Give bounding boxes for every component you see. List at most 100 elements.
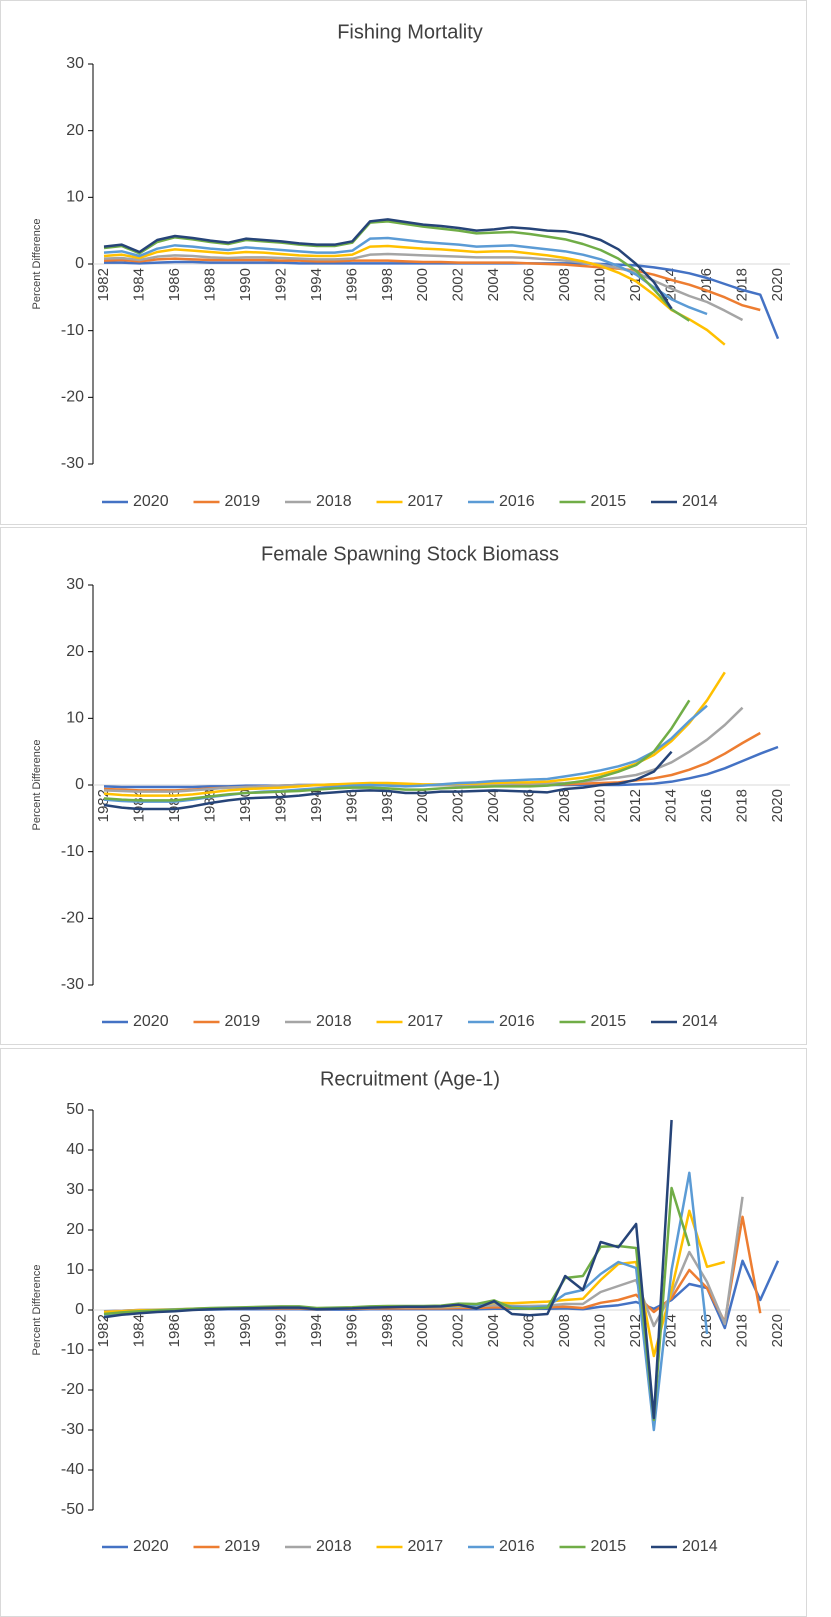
- legend-label: 2015: [591, 1013, 627, 1030]
- x-tick-label: 2014: [663, 268, 680, 301]
- legend-label: 2020: [133, 493, 169, 510]
- series-line: [103, 257, 761, 312]
- series-line: [103, 750, 673, 811]
- x-tick-label: 1988: [201, 1314, 218, 1347]
- y-tick-label: 20: [66, 122, 84, 139]
- y-axis-label: Percent Difference: [31, 219, 43, 310]
- legend-label: 2017: [408, 1538, 444, 1555]
- legend-label: 2019: [225, 1538, 261, 1555]
- chart-title: Recruitment (Age-1): [320, 1068, 500, 1090]
- x-tick-label: 1984: [130, 789, 147, 822]
- x-tick-label: 2016: [698, 789, 715, 822]
- x-tick-label: 2016: [698, 268, 715, 301]
- x-tick-label: 2008: [556, 789, 573, 822]
- x-tick-label: 2008: [556, 1314, 573, 1347]
- series-line: [103, 745, 779, 789]
- chart: Recruitment (Age-1) Percent Difference -50…: [31, 1068, 790, 1555]
- y-tick-label: 0: [75, 255, 84, 272]
- y-tick-label: -30: [61, 1421, 84, 1438]
- x-tick-label: 1998: [379, 1314, 396, 1347]
- chart-title: Fishing Mortality: [337, 21, 483, 43]
- x-tick-label: 1994: [308, 268, 325, 301]
- legend-label: 2016: [499, 493, 535, 510]
- series-line: [103, 218, 673, 310]
- series-line: [103, 220, 690, 322]
- x-tick-label: 2018: [733, 1314, 750, 1347]
- x-tick-label: 2006: [521, 1314, 538, 1347]
- x-tick-label: 1984: [130, 268, 147, 301]
- y-tick-label: -30: [61, 976, 84, 993]
- x-tick-label: 2002: [450, 268, 467, 301]
- x-tick-label: 1994: [308, 1314, 325, 1347]
- y-tick-label: 10: [66, 710, 84, 727]
- x-tick-label: 2020: [769, 1314, 786, 1347]
- x-tick-label: 2008: [556, 268, 573, 301]
- x-tick-label: 2000: [414, 789, 431, 822]
- x-tick-label: 1982: [95, 268, 112, 301]
- x-tick-label: 2010: [592, 268, 609, 301]
- y-tick-label: 20: [66, 1221, 84, 1238]
- y-tick-label: -10: [61, 322, 84, 339]
- y-axis-label: Percent Difference: [31, 740, 43, 831]
- series-line: [103, 1119, 673, 1420]
- chart-frame: [0, 1048, 807, 1617]
- y-tick-label: -40: [61, 1461, 84, 1478]
- x-tick-label: 1986: [166, 789, 183, 822]
- x-tick-label: 2012: [627, 1314, 644, 1347]
- y-tick-label: 0: [75, 1301, 84, 1318]
- series-line: [103, 236, 708, 316]
- legend-label: 2014: [682, 1013, 718, 1030]
- y-tick-label: 10: [66, 189, 84, 206]
- legend-label: 2020: [133, 1013, 169, 1030]
- chart-title: Female Spawning Stock Biomass: [261, 543, 559, 565]
- legend-label: 2017: [408, 1013, 444, 1030]
- x-tick-label: 1992: [272, 789, 289, 822]
- y-tick-label: 10: [66, 1261, 84, 1278]
- x-tick-label: 2020: [769, 268, 786, 301]
- legend-label: 2018: [316, 493, 352, 510]
- x-tick-label: 2014: [663, 789, 680, 822]
- legend-label: 2015: [591, 1538, 627, 1555]
- x-tick-label: 2006: [521, 268, 538, 301]
- y-tick-label: -20: [61, 910, 84, 927]
- x-tick-label: 1986: [166, 268, 183, 301]
- x-tick-label: 1994: [308, 789, 325, 822]
- x-tick-label: 2004: [485, 1314, 502, 1347]
- y-tick-label: 30: [66, 55, 84, 72]
- x-tick-label: 1992: [272, 268, 289, 301]
- chart: Female Spawning Stock Biomass Percent Dif…: [31, 543, 790, 1030]
- x-tick-label: 1992: [272, 1314, 289, 1347]
- x-tick-label: 2006: [521, 789, 538, 822]
- legend-label: 2019: [225, 493, 261, 510]
- legend-label: 2015: [591, 493, 627, 510]
- x-tick-label: 2018: [733, 789, 750, 822]
- x-tick-label: 1982: [95, 789, 112, 822]
- x-tick-label: 2004: [485, 789, 502, 822]
- y-tick-label: -20: [61, 1381, 84, 1398]
- x-tick-label: 1988: [201, 268, 218, 301]
- series-line: [103, 671, 726, 797]
- x-tick-label: 2000: [414, 1314, 431, 1347]
- y-tick-label: -10: [61, 843, 84, 860]
- y-tick-label: -50: [61, 1501, 84, 1518]
- x-tick-label: 2002: [450, 1314, 467, 1347]
- x-tick-label: 2004: [485, 268, 502, 301]
- legend-label: 2018: [316, 1013, 352, 1030]
- x-tick-label: 1984: [130, 1314, 147, 1347]
- x-tick-label: 2010: [592, 789, 609, 822]
- x-tick-label: 1998: [379, 789, 396, 822]
- x-tick-label: 1996: [343, 268, 360, 301]
- chart: Fishing Mortality Percent Difference -30 -2…: [31, 21, 790, 510]
- x-tick-label: 2020: [769, 789, 786, 822]
- y-tick-label: 20: [66, 643, 84, 660]
- x-tick-label: 2002: [450, 789, 467, 822]
- legend-label: 2014: [682, 493, 718, 510]
- series-line: [103, 1186, 691, 1422]
- chart-frame: [0, 0, 807, 525]
- x-tick-label: 1996: [343, 1314, 360, 1347]
- x-tick-label: 2010: [592, 1314, 609, 1347]
- legend-label: 2019: [225, 1013, 261, 1030]
- series-line: [103, 244, 726, 346]
- legend-label: 2018: [316, 1538, 352, 1555]
